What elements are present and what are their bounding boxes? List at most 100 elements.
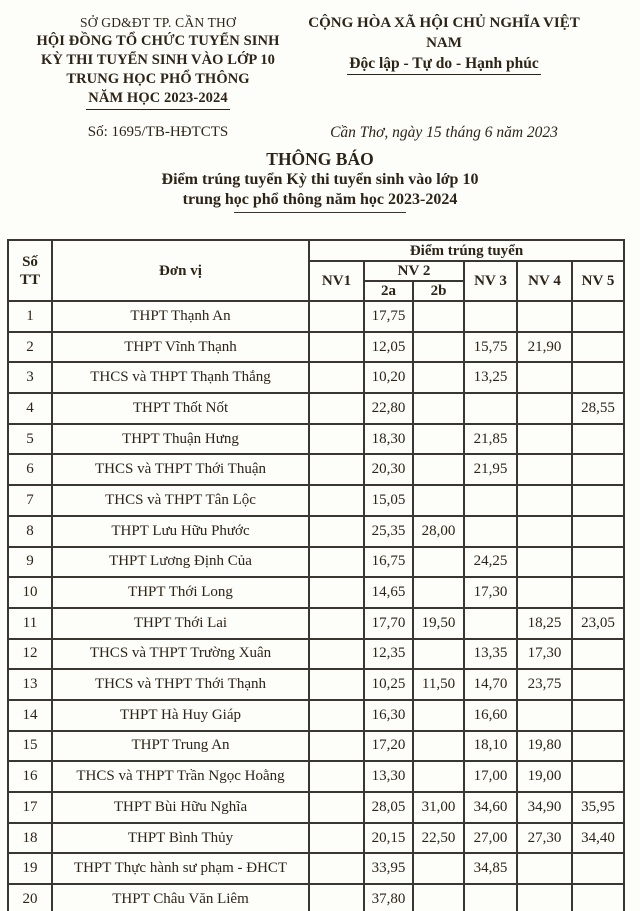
cell-nv5: 35,95 <box>570 791 626 824</box>
document-number: Số: 1695/TB-HĐTCTS <box>87 124 229 140</box>
cell-nv5 <box>570 422 626 456</box>
cell-nv2b <box>412 637 465 671</box>
table-row: 15 THPT Trung An 17,20 18,10 19,80 <box>7 729 626 763</box>
cell-nv4 <box>516 545 573 579</box>
title-block: THÔNG BÁO Điểm trúng tuyển Kỳ thi tuyển … <box>0 149 640 213</box>
col-header-stt-line1: Số <box>22 253 38 270</box>
table-row: 10 THPT Thới Long 14,65 17,30 <box>7 576 626 609</box>
cell-nv2b <box>412 453 465 487</box>
cell-nv1 <box>308 698 365 732</box>
table-row: 14 THPT Hà Huy Giáp 16,30 16,60 <box>7 698 626 732</box>
cell-nv4: 17,30 <box>516 637 573 671</box>
cell-nv3: 17,30 <box>463 576 518 609</box>
cell-nv5 <box>570 668 626 701</box>
cell-nv2a: 13,30 <box>363 760 414 793</box>
cell-nv2a: 15,05 <box>363 484 414 517</box>
cell-stt: 18 <box>7 821 53 855</box>
cell-nv2b <box>412 883 465 911</box>
cell-nv2a: 12,05 <box>363 330 414 364</box>
col-header-unit: Đơn vị <box>51 239 310 302</box>
table-row: 17 THPT Bùi Hữu Nghĩa 28,05 31,00 34,60 34,90… <box>7 791 626 824</box>
cell-nv2a: 12,35 <box>363 637 414 671</box>
cell-nv3 <box>463 514 518 548</box>
cell-stt: 19 <box>7 852 53 886</box>
cell-nv3 <box>463 392 518 425</box>
cell-nv5 <box>570 514 626 548</box>
cell-stt: 10 <box>7 576 53 609</box>
cell-nv5 <box>570 729 626 763</box>
cell-unit: THCS và THPT Trần Ngọc Hoằng <box>51 760 310 793</box>
cell-nv2b <box>412 422 465 456</box>
cell-nv4 <box>516 576 573 609</box>
cell-unit: THPT Trung An <box>51 729 310 763</box>
admission-score-table: Số TT Đơn vị Điểm trúng tuyển NV1 NV 2 N… <box>7 239 626 911</box>
cell-stt: 4 <box>7 392 53 425</box>
cell-nv2a: 14,65 <box>363 576 414 609</box>
cell-unit: THPT Thực hành sư phạm - ĐHCT <box>51 852 310 886</box>
cell-nv2b: 19,50 <box>412 606 465 640</box>
cell-stt: 7 <box>7 484 53 517</box>
col-header-stt-line2: TT <box>19 271 40 288</box>
cell-nv2a: 17,75 <box>363 300 414 333</box>
cell-unit: THPT Thạnh An <box>51 300 310 333</box>
issuer-council-line3: TRUNG HỌC PHỔ THÔNG <box>66 71 250 87</box>
cell-stt: 12 <box>7 637 53 671</box>
cell-nv4: 19,80 <box>516 729 573 763</box>
cell-nv1 <box>308 821 365 855</box>
cell-nv1 <box>308 361 365 395</box>
document-subtitle-line2: trung học phổ thông năm học 2023-2024 <box>182 191 458 208</box>
document-header: SỞ GD&ĐT TP. CẦN THƠ HỘI ĐỒNG TỔ CHỨC TU… <box>0 0 640 110</box>
cell-nv5 <box>570 637 626 671</box>
document-title: THÔNG BÁO <box>266 149 374 169</box>
cell-nv5 <box>570 484 626 517</box>
table-row: 20 THPT Châu Văn Liêm 37,80 <box>7 883 626 911</box>
col-header-nv3: NV 3 <box>463 260 518 302</box>
cell-nv5 <box>570 361 626 395</box>
col-header-nv2a: 2a <box>363 280 414 302</box>
issuer-council-line1: HỘI ĐỒNG TỔ CHỨC TUYỂN SINH <box>36 33 280 49</box>
cell-nv4 <box>516 392 573 425</box>
cell-unit: THCS và THPT Thới Thuận <box>51 453 310 487</box>
cell-stt: 9 <box>7 545 53 579</box>
table-row: 2 THPT Vĩnh Thạnh 12,05 15,75 21,90 <box>7 330 626 364</box>
cell-nv4 <box>516 422 573 456</box>
cell-nv4 <box>516 514 573 548</box>
cell-stt: 8 <box>7 514 53 548</box>
cell-nv2b <box>412 300 465 333</box>
issuer-year-underlined: NĂM HỌC 2023-2024 <box>86 89 230 110</box>
title-rule <box>234 212 406 213</box>
cell-nv3: 21,95 <box>463 453 518 487</box>
cell-nv2a: 20,30 <box>363 453 414 487</box>
cell-nv2a: 17,70 <box>363 606 414 640</box>
cell-unit: THPT Hà Huy Giáp <box>51 698 310 732</box>
cell-nv1 <box>308 453 365 487</box>
cell-stt: 16 <box>7 760 53 793</box>
cell-nv3 <box>463 883 518 911</box>
cell-nv3: 13,35 <box>463 637 518 671</box>
cell-nv1 <box>308 545 365 579</box>
cell-nv2a: 25,35 <box>363 514 414 548</box>
cell-nv5 <box>570 330 626 364</box>
cell-unit: THPT Bùi Hữu Nghĩa <box>51 791 310 824</box>
cell-nv1 <box>308 760 365 793</box>
cell-nv4 <box>516 883 573 911</box>
col-header-nv2b: 2b <box>412 280 465 302</box>
issuer-council-line2: KỲ THI TUYỂN SINH VÀO LỚP 10 <box>40 52 276 68</box>
col-header-stt: Số TT <box>7 239 53 302</box>
cell-nv1 <box>308 852 365 886</box>
issuer-council-line4: NĂM HỌC 2023-2024 <box>30 89 286 110</box>
national-block: CỘNG HÒA XÃ HỘI CHỦ NGHĨA VIỆT NAM Độc l… <box>294 13 594 110</box>
cell-unit: THPT Thuận Hưng <box>51 422 310 456</box>
cell-stt: 2 <box>7 330 53 364</box>
cell-nv1 <box>308 300 365 333</box>
cell-unit: THPT Thốt Nốt <box>51 392 310 425</box>
cell-nv2a: 28,05 <box>363 791 414 824</box>
table-row: 4 THPT Thốt Nốt 22,80 28,55 <box>7 392 626 425</box>
cell-unit: THCS và THPT Thới Thạnh <box>51 668 310 701</box>
cell-stt: 1 <box>7 300 53 333</box>
cell-stt: 11 <box>7 606 53 640</box>
table-row: 11 THPT Thới Lai 17,70 19,50 18,25 23,05 <box>7 606 626 640</box>
national-motto-line2: Độc lập - Tự do - Hạnh phúc <box>294 55 594 75</box>
cell-nv3 <box>463 484 518 517</box>
